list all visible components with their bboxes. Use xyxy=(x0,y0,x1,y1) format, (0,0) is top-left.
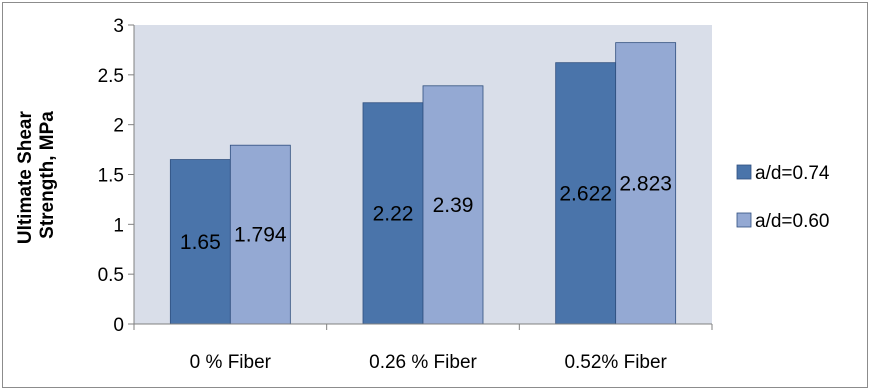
bars-group xyxy=(169,42,677,325)
chart-frame: 1.65 1.794 2.22 2.39 2.622 2.823 0 0.5 1 1.5 2 2.5… xyxy=(2,2,868,388)
x-ticks-group: 0 % Fiber 0.26 % Fiber 0.52% Fiber xyxy=(133,324,713,373)
y-tick-label: 0.5 xyxy=(98,265,124,286)
legend-label: a/d=0.74 xyxy=(755,163,830,184)
y-tick-label: 1.5 xyxy=(98,166,124,187)
y-axis-title-line-2: Strength, MPa xyxy=(37,111,58,239)
data-label: 2.622 xyxy=(559,182,612,205)
data-label: 2.22 xyxy=(373,202,414,225)
data-labels-group: 1.65 1.794 2.22 2.39 2.622 2.823 xyxy=(180,172,672,253)
x-tick-label: 0.52% Fiber xyxy=(564,352,667,373)
legend-label: a/d=0.60 xyxy=(755,211,830,232)
y-ticks-group: 0 0.5 1 1.5 2 2.5 3 xyxy=(98,16,134,336)
legend-swatch xyxy=(736,164,752,180)
bar-chart: 1.65 1.794 2.22 2.39 2.622 2.823 0 0.5 1 1.5 2 2.5… xyxy=(15,16,830,373)
bar xyxy=(422,85,484,325)
y-tick-label: 3 xyxy=(113,16,124,37)
data-label: 2.39 xyxy=(433,194,474,217)
y-axis-title-line-1: Ultimate Shear xyxy=(15,111,36,245)
data-label: 1.794 xyxy=(234,224,287,247)
y-axis-title: Ultimate Shear Strength, MPa xyxy=(15,106,58,244)
y-tick-label: 1 xyxy=(113,215,124,236)
data-label: 2.823 xyxy=(619,172,672,195)
bar xyxy=(229,144,291,325)
legend: a/d=0.74 a/d=0.60 xyxy=(736,163,830,232)
y-tick-label: 0 xyxy=(113,315,124,336)
data-label: 1.65 xyxy=(180,231,221,254)
y-tick-label: 2 xyxy=(113,116,124,137)
bar xyxy=(169,159,231,325)
legend-swatch xyxy=(736,212,752,228)
x-tick-label: 0.26 % Fiber xyxy=(369,352,477,373)
x-tick-label: 0 % Fiber xyxy=(190,352,272,373)
y-tick-label: 2.5 xyxy=(98,66,124,87)
bar xyxy=(362,102,424,325)
